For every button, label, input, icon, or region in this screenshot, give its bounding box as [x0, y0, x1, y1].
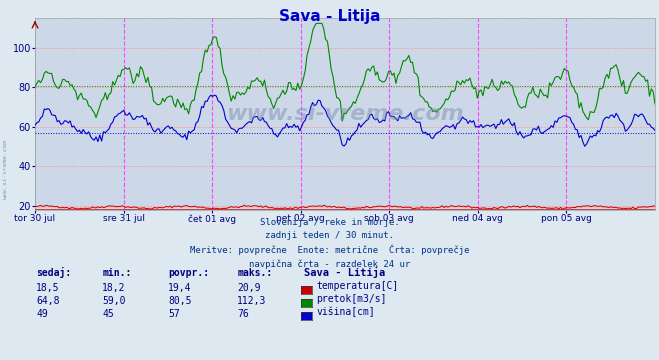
- Text: maks.:: maks.:: [237, 268, 272, 278]
- Text: višina[cm]: višina[cm]: [316, 307, 375, 317]
- Text: 49: 49: [36, 309, 48, 319]
- Text: Sava - Litija: Sava - Litija: [304, 267, 386, 278]
- Text: www.si-vreme.com: www.si-vreme.com: [3, 139, 8, 199]
- Text: temperatura[C]: temperatura[C]: [316, 281, 399, 291]
- Text: 80,5: 80,5: [168, 296, 192, 306]
- Text: povpr.:: povpr.:: [168, 268, 209, 278]
- Text: pretok[m3/s]: pretok[m3/s]: [316, 294, 387, 304]
- Text: 64,8: 64,8: [36, 296, 60, 306]
- Text: sedaj:: sedaj:: [36, 267, 71, 278]
- Text: 45: 45: [102, 309, 114, 319]
- Text: 20,9: 20,9: [237, 283, 261, 293]
- Text: 18,2: 18,2: [102, 283, 126, 293]
- Text: 112,3: 112,3: [237, 296, 267, 306]
- Text: 18,5: 18,5: [36, 283, 60, 293]
- Text: Sava - Litija: Sava - Litija: [279, 9, 380, 24]
- Text: min.:: min.:: [102, 268, 132, 278]
- Text: 57: 57: [168, 309, 180, 319]
- Text: 76: 76: [237, 309, 249, 319]
- Text: 19,4: 19,4: [168, 283, 192, 293]
- Text: Slovenija / reke in morje.
zadnji teden / 30 minut.
Meritve: povprečne  Enote: m: Slovenija / reke in morje. zadnji teden …: [190, 218, 469, 269]
- Text: www.si-vreme.com: www.si-vreme.com: [226, 104, 464, 124]
- Text: 59,0: 59,0: [102, 296, 126, 306]
